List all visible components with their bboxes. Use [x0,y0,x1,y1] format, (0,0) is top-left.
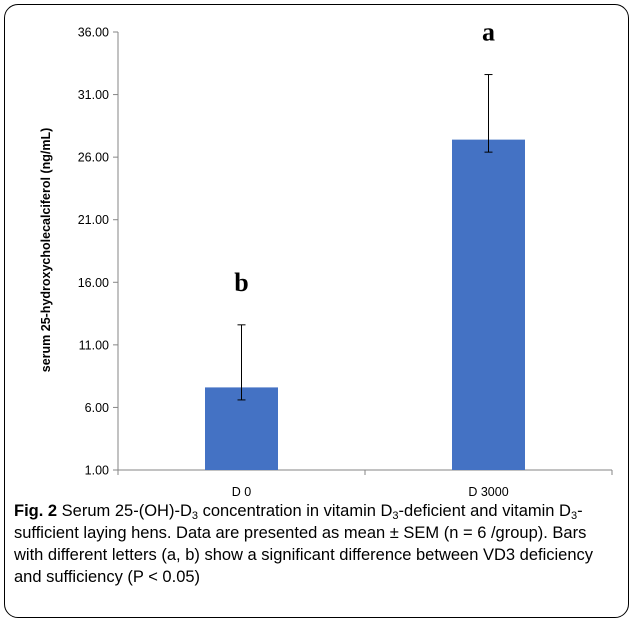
caption-sub-1: 3 [191,510,198,522]
caption-text-4: -sufficient laying hens. Data are presen… [14,502,594,586]
caption-text-1: Serum 25-(OH)-D [57,502,192,520]
error-bars [237,74,493,401]
caption-text-3: -deficient and vitamin D [398,502,571,520]
bars [205,139,525,470]
caption-sub-3: 3 [570,510,578,522]
y-tick-label: 21.00 [78,213,109,227]
bar [452,139,525,470]
caption-text-2: concentration in vitamin D [197,502,393,520]
y-tick-label: 31.00 [78,88,109,102]
x-category-label: D 0 [232,485,252,499]
x-category-label: D 3000 [468,485,508,499]
significance-letter: b [234,268,248,297]
y-tick-label: 36.00 [78,26,109,40]
x-axis: D 0 D 3000 [117,469,613,499]
y-tick-label: 6.00 [85,401,109,415]
y-tick-label: 11.00 [79,338,109,352]
y-tick-label: 26.00 [78,151,109,165]
caption-sub-2: 3 [392,510,399,522]
y-tick-label: 16.00 [78,276,109,290]
y-axis-title: serum 25-hydroxycholecalciferol (ng/mL) [39,128,53,373]
figure-caption: Fig. 2 Serum 25-(OH)-D3 concentration in… [14,500,614,588]
y-tick-label: 1.00 [85,464,109,478]
figure-label: Fig. 2 [14,502,58,520]
bar-chart: 1.00 6.00 11.00 16.00 21.00 26.00 31.00 36.00 D… [39,18,613,499]
significance-letter: a [482,18,495,47]
significance-letters: ba [234,18,495,297]
y-axis: 1.00 6.00 11.00 16.00 21.00 26.00 31.00 36.00 [78,26,119,478]
bar [205,387,278,470]
